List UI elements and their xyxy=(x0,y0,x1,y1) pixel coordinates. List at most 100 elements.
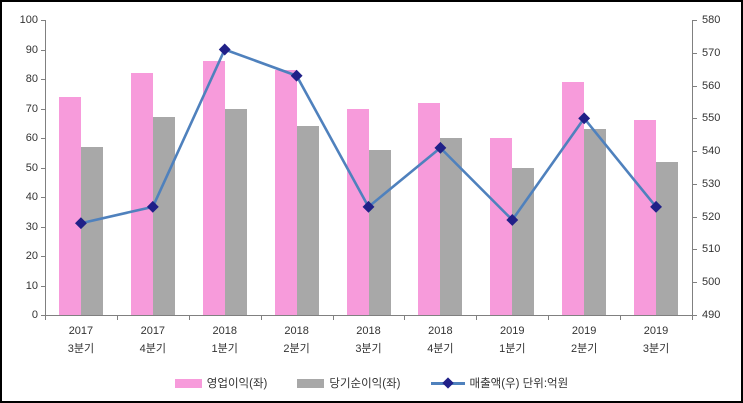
y-axis-left-tick xyxy=(41,79,45,80)
x-label-year: 2018 xyxy=(356,325,381,337)
y-axis-right-label: 540 xyxy=(702,145,721,158)
y-axis-left-tick xyxy=(41,108,45,110)
x-label-year: 2019 xyxy=(571,325,597,337)
net-profit-bar-8 xyxy=(656,161,679,315)
y-axis-left xyxy=(45,20,46,315)
x-axis-tick xyxy=(404,316,406,320)
operating-profit-bar-1 xyxy=(130,73,153,315)
x-label-quarter: 4분기 xyxy=(139,343,166,355)
legend-item-operating-profit: 영업이익(좌) xyxy=(174,375,268,391)
y-axis-right-label: 530 xyxy=(702,177,721,190)
x-label-quarter: 4분기 xyxy=(427,343,454,355)
y-axis-left-tick xyxy=(41,138,45,139)
operating-profit-bar-8 xyxy=(634,120,657,315)
revenue-marker-3 xyxy=(290,69,303,82)
revenue-line xyxy=(75,43,662,230)
operating-profit-bar-2 xyxy=(202,61,225,315)
net-profit-bar-7 xyxy=(584,129,607,315)
y-axis-left-label: 0 xyxy=(31,309,38,321)
operating-profit-bar-4 xyxy=(346,108,369,315)
x-axis-tick xyxy=(260,316,262,320)
revenue-line-swatch xyxy=(430,376,465,389)
y-axis-right-tick xyxy=(693,216,697,218)
operating-profit-swatch xyxy=(174,378,202,388)
x-label-quarter: 3분기 xyxy=(67,343,95,355)
legend-label-revenue: 매출액(우) 단위:억원 xyxy=(469,378,569,390)
net-profit-bar-6 xyxy=(512,167,535,315)
y-axis-left-tick xyxy=(41,197,45,198)
y-axis-left-tick xyxy=(41,226,45,228)
net-profit-bar-4 xyxy=(368,149,391,315)
y-axis-left-label: 70 xyxy=(25,102,38,115)
legend-label-operating-profit: 영업이익(좌) xyxy=(206,378,268,390)
y-axis-left-tick xyxy=(41,315,45,316)
x-label-quarter: 1분기 xyxy=(211,343,238,355)
x-label-year: 2017 xyxy=(140,325,166,337)
net-profit-bar-2 xyxy=(224,108,247,315)
net-profit-bar-1 xyxy=(152,117,175,315)
y-axis-left-label: 100 xyxy=(19,14,38,26)
revenue-marker-2 xyxy=(218,43,231,56)
x-label-year: 2019 xyxy=(643,325,669,337)
x-axis-tick xyxy=(692,316,693,320)
y-axis-right-label: 580 xyxy=(702,14,721,26)
net-profit-bar-0 xyxy=(80,146,103,315)
y-axis-right-label: 510 xyxy=(702,243,721,256)
operating-profit-bar-3 xyxy=(274,70,297,315)
x-label-quarter: 3분기 xyxy=(642,343,670,355)
x-label-year: 2018 xyxy=(212,325,237,337)
y-axis-right-tick xyxy=(693,151,697,153)
y-axis-left-label: 10 xyxy=(25,279,38,292)
x-axis-tick xyxy=(332,316,334,320)
legend-item-net-profit: 당기순이익(좌) xyxy=(297,375,401,391)
x-axis-tick xyxy=(476,316,478,320)
x-label-quarter: 3분기 xyxy=(355,343,382,355)
y-axis-right-label: 550 xyxy=(702,112,721,125)
net-profit-bar-3 xyxy=(296,126,319,315)
operating-profit-bar-5 xyxy=(418,102,441,315)
y-axis-left-label: 60 xyxy=(25,132,38,144)
y-axis-left-label: 40 xyxy=(25,191,38,203)
y-axis-right-tick xyxy=(693,183,697,185)
x-label-year: 2018 xyxy=(428,325,453,337)
y-axis-left-tick xyxy=(41,49,45,51)
y-axis-right-label: 500 xyxy=(702,276,721,289)
y-axis-right-tick xyxy=(693,249,697,251)
x-label-year: 2019 xyxy=(500,325,525,337)
legend-item-revenue: 매출액(우) 단위:억원 xyxy=(430,375,569,391)
legend-label-net-profit: 당기순이익(좌) xyxy=(329,378,401,390)
y-axis-left-tick xyxy=(41,256,45,257)
x-axis-tick xyxy=(620,316,622,320)
y-axis-right-label: 570 xyxy=(702,46,721,59)
revenue-marker-0 xyxy=(75,217,87,230)
x-axis-tick xyxy=(188,316,190,320)
legend: 영업이익(좌) 당기순이익(좌) 매출액(우) 단위:억원 xyxy=(2,372,741,394)
y-axis-right-tick xyxy=(693,282,697,284)
y-axis-right-tick xyxy=(693,85,697,87)
y-axis-left-tick xyxy=(41,285,45,287)
operating-profit-bar-0 xyxy=(58,96,81,315)
y-axis-right-tick xyxy=(693,20,697,21)
y-axis-right-label: 560 xyxy=(702,79,721,92)
y-axis-left-label: 80 xyxy=(25,73,38,85)
y-axis-right-tick xyxy=(693,118,697,120)
x-axis xyxy=(45,315,693,316)
net-profit-bar-5 xyxy=(440,138,463,315)
x-axis-tick xyxy=(45,316,46,320)
x-label-year: 2018 xyxy=(284,325,309,337)
y-axis-left-tick xyxy=(41,167,45,169)
y-axis-left-label: 50 xyxy=(25,161,38,174)
revenue-line-path xyxy=(80,47,658,225)
plot-area xyxy=(45,20,692,315)
y-axis-right-label: 520 xyxy=(702,210,721,223)
y-axis-left-tick xyxy=(41,20,45,21)
y-axis-right-tick xyxy=(693,315,697,316)
x-label-quarter: 2분기 xyxy=(570,343,598,355)
x-label-year: 2017 xyxy=(68,325,94,337)
x-axis-tick xyxy=(548,316,550,320)
revenue-marker-1 xyxy=(146,200,159,213)
net-profit-swatch xyxy=(297,378,325,388)
y-axis-left-label: 30 xyxy=(25,220,38,233)
y-axis-right-tick xyxy=(693,52,697,54)
